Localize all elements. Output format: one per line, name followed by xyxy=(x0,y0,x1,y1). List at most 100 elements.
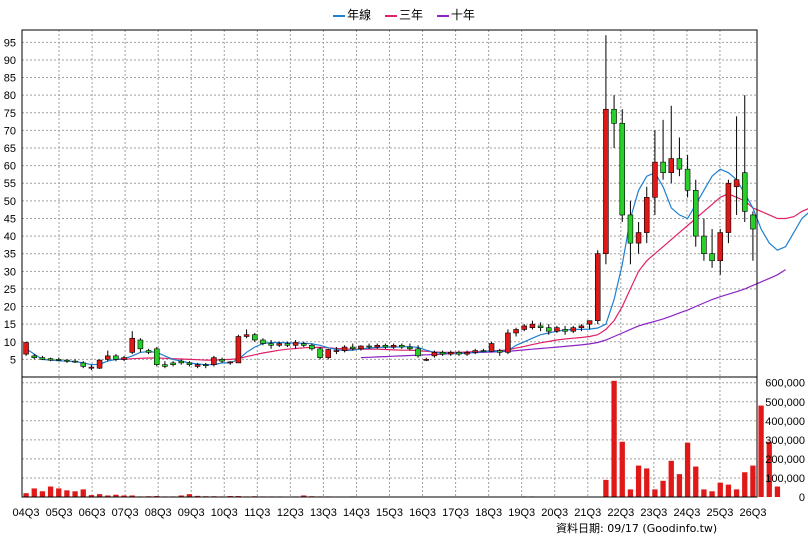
volume-bar xyxy=(701,489,707,497)
volume-bar xyxy=(80,489,86,497)
price-tick-label: 35 xyxy=(4,249,16,261)
volume-bar xyxy=(693,466,699,497)
x-tick-label: 26Q3 xyxy=(740,507,767,519)
candle-up xyxy=(717,232,723,262)
candle-up xyxy=(341,346,348,351)
x-tick-label: 23Q3 xyxy=(640,507,667,519)
x-tick-label: 24Q3 xyxy=(673,507,700,519)
candle-up xyxy=(652,161,658,198)
price-tick-label: 85 xyxy=(4,73,16,85)
volume-tick-label: 400,000 xyxy=(765,416,805,428)
candle-up xyxy=(88,366,95,369)
x-tick-label: 12Q3 xyxy=(277,507,304,519)
candle-down xyxy=(284,343,291,346)
volume-bar xyxy=(758,405,764,497)
price-tick-label: 15 xyxy=(4,319,16,331)
volume-bars xyxy=(23,380,781,497)
candle-up xyxy=(725,182,732,233)
candle-down xyxy=(317,348,323,358)
x-tick-label: 06Q3 xyxy=(79,507,106,519)
candle-up xyxy=(423,359,429,361)
data-source[interactable]: (Goodinfo.tw) xyxy=(642,522,718,535)
volume-bar xyxy=(47,486,54,497)
volume-bar xyxy=(742,472,748,497)
x-tick-label: 07Q3 xyxy=(112,507,139,519)
price-tick-label: 10 xyxy=(4,337,16,349)
candle-down xyxy=(701,235,707,255)
volume-tick-label: 200,000 xyxy=(765,454,805,466)
x-tick-label: 15Q3 xyxy=(376,507,403,519)
candle-down xyxy=(692,189,699,237)
volume-tick-label: 500,000 xyxy=(765,397,805,409)
volume-bar xyxy=(56,488,62,497)
volume-bar xyxy=(684,442,691,497)
legend-swatch-3yr xyxy=(384,14,397,17)
chart-legend: 年線 三年 十年 xyxy=(0,6,808,23)
ma-10yr-line xyxy=(360,269,786,359)
candle-down xyxy=(415,348,421,357)
candle-up xyxy=(358,345,364,350)
candlesticks xyxy=(23,35,756,370)
price-tick-label: 30 xyxy=(4,266,16,278)
candle-up xyxy=(513,329,519,334)
x-tick-label: 10Q3 xyxy=(211,507,238,519)
plot-border xyxy=(21,29,758,498)
axis-labels: 5 10 15 20 25 30 35 40 45 50 55 60 65 70 75 80 85 90 95 0 10… xyxy=(4,37,805,519)
x-tick-label: 16Q3 xyxy=(409,507,436,519)
candle-down xyxy=(186,362,193,365)
candle-up xyxy=(603,108,609,255)
candle-up xyxy=(243,334,250,337)
candle-up xyxy=(105,355,111,360)
volume-bar xyxy=(725,484,732,497)
candle-up xyxy=(23,342,29,355)
price-tick-label: 5 xyxy=(10,354,16,366)
candle-down xyxy=(439,352,446,355)
price-tick-label: 65 xyxy=(4,143,16,155)
candle-up xyxy=(733,179,740,188)
candle-up xyxy=(374,344,380,348)
candle-up xyxy=(570,327,576,332)
candle-up xyxy=(505,332,511,353)
candle-up xyxy=(211,357,217,365)
candle-down xyxy=(456,352,462,355)
candle-down xyxy=(709,253,715,262)
legend-swatch-year xyxy=(333,14,346,17)
data-date-label: 資料日期: 09/17 xyxy=(556,522,639,535)
volume-bar xyxy=(194,495,201,497)
candle-down xyxy=(676,158,683,170)
candle-down xyxy=(562,329,568,332)
x-tick-label: 17Q3 xyxy=(442,507,469,519)
candle-up xyxy=(292,342,299,346)
candle-down xyxy=(741,172,748,212)
volume-tick-label: 100,000 xyxy=(765,473,805,485)
grid xyxy=(22,30,757,497)
x-tick-label: 21Q3 xyxy=(574,507,601,519)
candle-up xyxy=(521,325,527,330)
candle-down xyxy=(170,362,176,365)
candle-up xyxy=(121,357,127,360)
price-tick-label: 50 xyxy=(4,196,16,208)
candle-down xyxy=(260,339,266,344)
volume-bar xyxy=(766,441,772,497)
moving-average-lines xyxy=(25,168,808,366)
volume-bar xyxy=(644,468,650,497)
volume-bar xyxy=(23,493,29,497)
volume-bar xyxy=(668,460,674,497)
candle-down xyxy=(398,344,405,348)
candle-down xyxy=(39,357,46,360)
candle-up xyxy=(668,158,674,173)
candle-down xyxy=(31,355,37,358)
volume-tick-label: 300,000 xyxy=(765,435,805,447)
volume-bar xyxy=(72,491,78,497)
candle-up xyxy=(586,320,593,325)
volume-bar xyxy=(709,491,715,497)
volume-bar xyxy=(31,488,37,497)
legend-label-3yr: 三年 xyxy=(398,8,423,22)
volume-bar xyxy=(88,495,95,497)
candle-down xyxy=(113,355,119,360)
volume-bar xyxy=(105,495,111,497)
volume-bar xyxy=(121,495,127,497)
candle-down xyxy=(496,350,503,353)
volume-bar xyxy=(611,380,617,497)
candle-down xyxy=(64,359,70,362)
